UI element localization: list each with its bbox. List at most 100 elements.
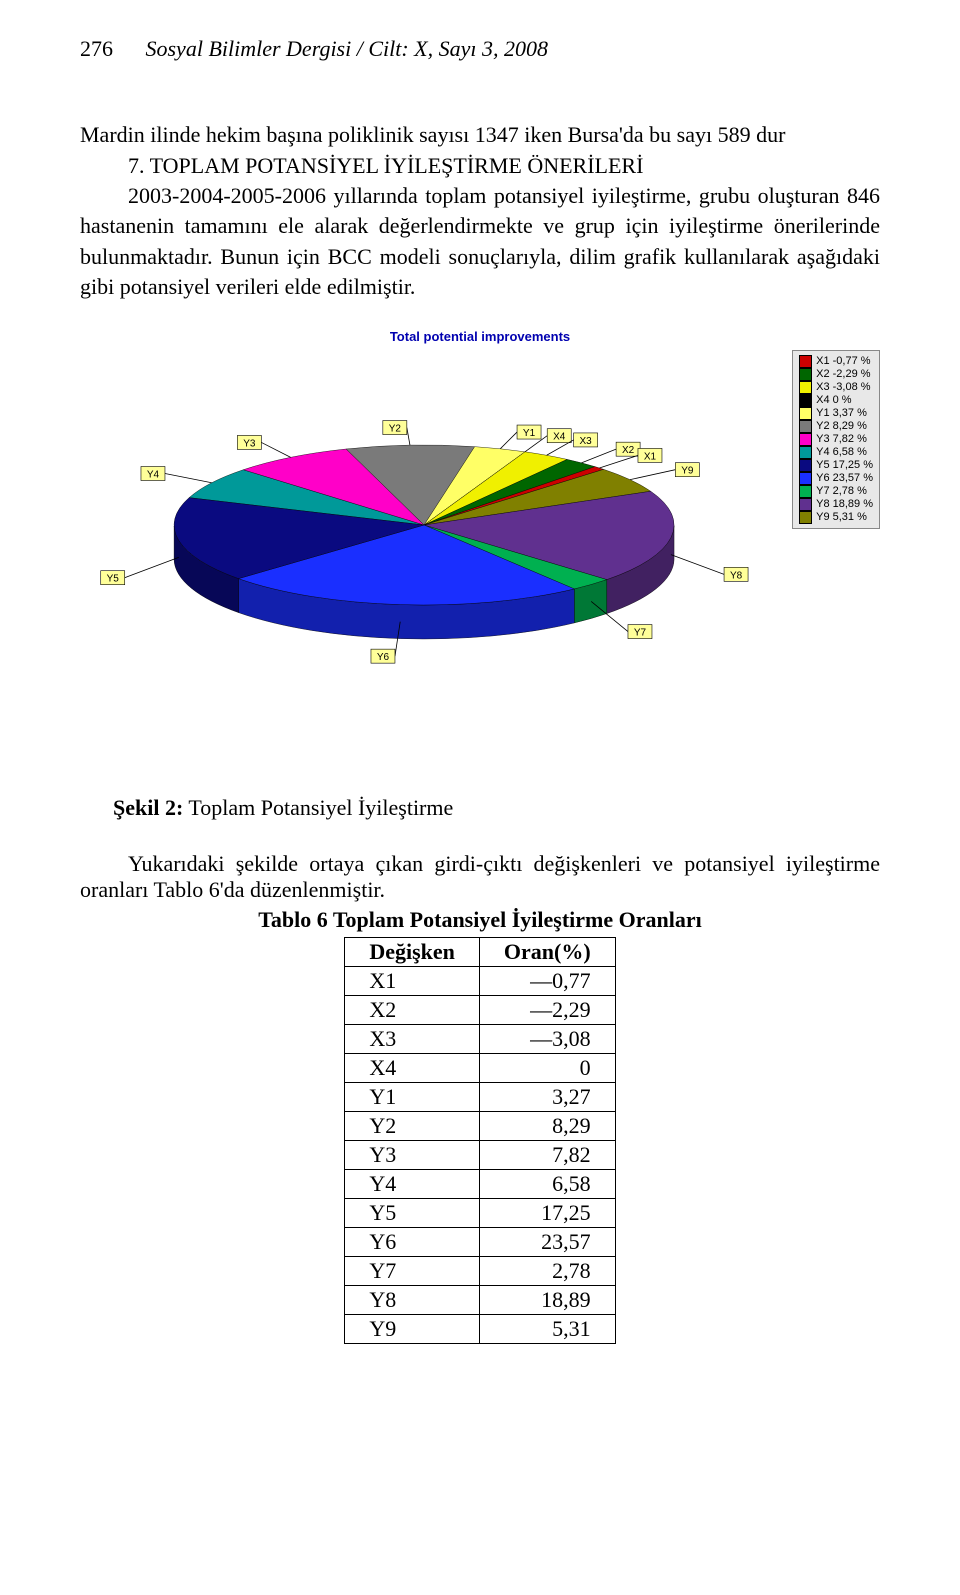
table-row: X3—3,08 — [345, 1024, 615, 1053]
legend-item: Y5 17,25 % — [799, 459, 873, 472]
chart-callout: Y3 — [237, 435, 261, 449]
paragraph-1: Mardin ilinde hekim başına poliklinik sa… — [80, 120, 880, 150]
legend-swatch — [799, 485, 812, 498]
page-number: 276 — [80, 36, 140, 62]
svg-text:Y2: Y2 — [389, 423, 402, 434]
legend-label: X1 -0,77 % — [816, 355, 870, 368]
svg-text:X3: X3 — [579, 435, 592, 446]
paragraph-2: 2003-2004-2005-2006 yıllarında toplam po… — [80, 181, 880, 302]
chart-callout: Y6 — [371, 649, 395, 663]
table-row: X2—2,29 — [345, 995, 615, 1024]
table-cell: X2 — [345, 995, 480, 1024]
chart-callout: Y7 — [628, 624, 652, 638]
table-cell: 8,29 — [479, 1111, 615, 1140]
svg-text:Y3: Y3 — [243, 438, 256, 449]
table-cell: 5,31 — [479, 1314, 615, 1343]
legend-swatch — [799, 459, 812, 472]
legend-item: Y9 5,31 % — [799, 511, 873, 524]
svg-text:X1: X1 — [644, 451, 657, 462]
legend-item: Y7 2,78 % — [799, 485, 873, 498]
table-row: Y517,25 — [345, 1198, 615, 1227]
chart-callout: Y1 — [517, 425, 541, 439]
legend-label: X4 0 % — [816, 394, 851, 407]
chart-callout: X2 — [616, 442, 640, 456]
table-cell: 0 — [479, 1053, 615, 1082]
paragraph-3: Yukarıdaki şekilde ortaya çıkan girdi-çı… — [80, 851, 880, 903]
svg-text:Y7: Y7 — [634, 627, 647, 638]
chart-callout: X4 — [547, 428, 571, 442]
chart-legend: X1 -0,77 %X2 -2,29 %X3 -3,08 %X4 0 %Y1 3… — [792, 350, 880, 529]
table-cell: 7,82 — [479, 1140, 615, 1169]
legend-swatch — [799, 446, 812, 459]
table-cell: Y3 — [345, 1140, 480, 1169]
chart-title: Total potential improvements — [80, 329, 880, 344]
paragraph-after-figure: Yukarıdaki şekilde ortaya çıkan girdi-çı… — [80, 851, 880, 903]
legend-swatch — [799, 368, 812, 381]
legend-swatch — [799, 394, 812, 407]
chart-callout: Y4 — [141, 466, 165, 480]
table-title: Tablo 6 Toplam Potansiyel İyileştirme Or… — [80, 907, 880, 933]
legend-label: Y3 7,82 % — [816, 433, 867, 446]
legend-label: Y9 5,31 % — [816, 511, 867, 524]
legend-label: Y8 18,89 % — [816, 498, 873, 511]
table-6: DeğişkenOran(%)X1—0,77X2—2,29X3—3,08X40Y… — [344, 937, 615, 1344]
table-row: Y28,29 — [345, 1111, 615, 1140]
svg-text:Y9: Y9 — [681, 465, 694, 476]
legend-swatch — [799, 433, 812, 446]
chart-callout: Y9 — [675, 462, 699, 476]
table-cell: Y7 — [345, 1256, 480, 1285]
legend-label: Y1 3,37 % — [816, 407, 867, 420]
table-row: Y46,58 — [345, 1169, 615, 1198]
table-cell: X3 — [345, 1024, 480, 1053]
table-cell: 18,89 — [479, 1285, 615, 1314]
legend-label: Y6 23,57 % — [816, 472, 873, 485]
legend-item: X4 0 % — [799, 394, 873, 407]
figure-caption-prefix: Şekil 2: — [113, 795, 183, 820]
svg-text:Y1: Y1 — [523, 428, 536, 439]
table-cell: Y1 — [345, 1082, 480, 1111]
table-cell: —3,08 — [479, 1024, 615, 1053]
legend-label: Y2 8,29 % — [816, 420, 867, 433]
table-cell: Y9 — [345, 1314, 480, 1343]
table-row: Y818,89 — [345, 1285, 615, 1314]
chart-callout: Y5 — [101, 570, 125, 584]
figure-caption-text: Toplam Potansiyel İyileştirme — [183, 795, 453, 820]
legend-item: Y1 3,37 % — [799, 407, 873, 420]
running-header: 276 Sosyal Bilimler Dergisi / Cilt: X, S… — [80, 36, 880, 62]
table-cell: —2,29 — [479, 995, 615, 1024]
legend-label: Y5 17,25 % — [816, 459, 873, 472]
chart-container: Total potential improvements Y4 Y3 Y2 Y1 X4 X… — [80, 329, 880, 735]
legend-label: X3 -3,08 % — [816, 381, 870, 394]
table-cell: Y5 — [345, 1198, 480, 1227]
table-cell: 2,78 — [479, 1256, 615, 1285]
legend-item: Y8 18,89 % — [799, 498, 873, 511]
table-cell: Y2 — [345, 1111, 480, 1140]
table-cell: —0,77 — [479, 966, 615, 995]
table-cell: 6,58 — [479, 1169, 615, 1198]
legend-label: Y4 6,58 % — [816, 446, 867, 459]
figure-caption: Şekil 2: Toplam Potansiyel İyileştirme — [80, 795, 880, 821]
chart-callout: X1 — [638, 448, 662, 462]
legend-swatch — [799, 420, 812, 433]
legend-item: Y2 8,29 % — [799, 420, 873, 433]
table-cell: Y6 — [345, 1227, 480, 1256]
chart-callout: Y8 — [724, 567, 748, 581]
svg-text:X4: X4 — [553, 431, 566, 442]
table-row: Y37,82 — [345, 1140, 615, 1169]
legend-label: Y7 2,78 % — [816, 485, 867, 498]
chart-callout: Y2 — [383, 420, 407, 434]
legend-item: Y6 23,57 % — [799, 472, 873, 485]
table-cell: Y8 — [345, 1285, 480, 1314]
table-row: Y95,31 — [345, 1314, 615, 1343]
table-cell: Y4 — [345, 1169, 480, 1198]
legend-swatch — [799, 472, 812, 485]
table-header-cell: Oran(%) — [479, 937, 615, 966]
table-cell: 23,57 — [479, 1227, 615, 1256]
chart-callout: X3 — [574, 432, 598, 446]
legend-swatch — [799, 511, 812, 524]
legend-item: Y4 6,58 % — [799, 446, 873, 459]
table-header-cell: Değişken — [345, 937, 480, 966]
table-row: Y13,27 — [345, 1082, 615, 1111]
svg-text:Y5: Y5 — [107, 573, 120, 584]
svg-text:Y8: Y8 — [730, 570, 743, 581]
